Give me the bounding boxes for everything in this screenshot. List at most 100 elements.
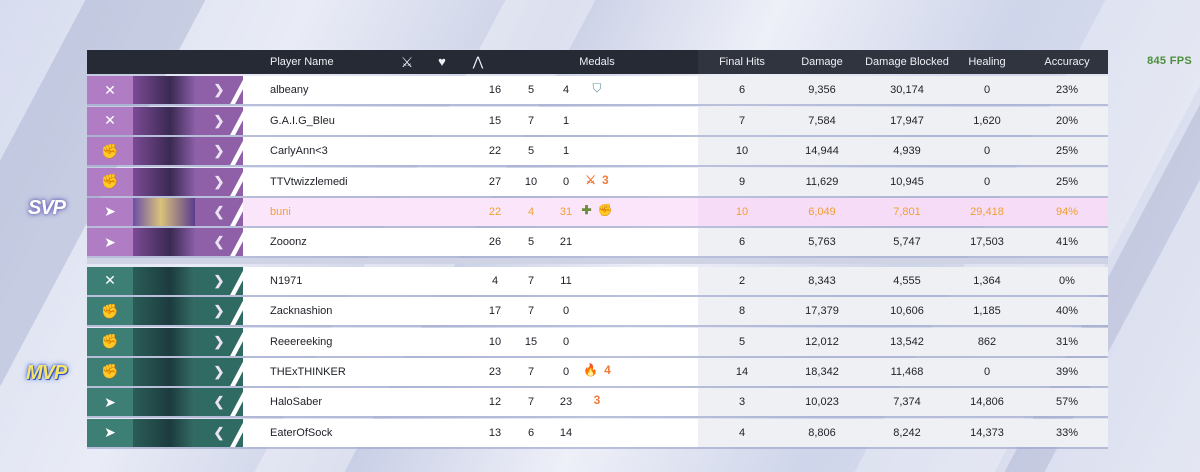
player-name[interactable]: HaloSaber <box>270 396 322 409</box>
damage-blocked: 5,747 <box>893 236 921 249</box>
assists: 21 <box>559 236 573 249</box>
player-name[interactable]: buni <box>270 205 291 218</box>
hero-portrait[interactable]: ➤ ❮ <box>87 197 243 226</box>
player-name[interactable]: Zacknashion <box>270 305 333 318</box>
healing: 0 <box>983 84 991 97</box>
player-row[interactable]: ✕ ❯ N1971 4 7 11 2 8,343 4,555 1,364 0% <box>87 266 1108 297</box>
player-name[interactable]: albeany <box>270 84 309 97</box>
hero-portrait[interactable]: ➤ ❮ <box>87 228 243 257</box>
accuracy: 0% <box>1059 274 1075 287</box>
player-name[interactable]: THExTHINKER <box>270 365 346 378</box>
player-name[interactable]: Reeereeking <box>270 335 333 348</box>
accuracy: 39% <box>1055 365 1079 378</box>
deaths: 15 <box>524 335 538 348</box>
healing: 1,620 <box>973 114 1001 127</box>
damage-blocked: 4,555 <box>893 274 921 287</box>
player-row[interactable]: ➤ ❮ HaloSaber 12 7 23 3 3 10,023 7,374 1… <box>87 388 1108 419</box>
mvp-badge: MVP <box>26 362 67 384</box>
strategist-role-icon: ➤ <box>87 388 133 417</box>
streak-3-medal-icon: 3 <box>593 393 601 408</box>
damage: 9,356 <box>808 84 836 97</box>
hero-image <box>133 137 195 166</box>
player-name[interactable]: CarlyAnn<3 <box>270 145 328 158</box>
final-hits: 10 <box>735 145 749 158</box>
hero-image <box>133 357 195 386</box>
assists: 4 <box>562 84 570 97</box>
medals: ⚔ 3 <box>567 173 627 187</box>
damage-blocked: 4,939 <box>893 145 921 158</box>
kills: 13 <box>488 426 502 439</box>
vanguard-role-icon: ✕ <box>87 76 133 105</box>
accuracy: 40% <box>1055 305 1079 318</box>
final-hits: 14 <box>735 365 749 378</box>
final-hits: 5 <box>738 335 746 348</box>
header-player-name: Player Name <box>270 56 334 68</box>
hero-portrait[interactable]: ✊ ❯ <box>87 297 243 326</box>
vanguard-role-icon: ✕ <box>87 106 133 135</box>
chevron-right-icon[interactable]: ❯ <box>195 327 243 356</box>
crossed-swords-icon: ⚔ <box>400 54 414 70</box>
kills: 22 <box>488 145 502 158</box>
duelist-role-icon: ✊ <box>87 137 133 166</box>
damage: 6,049 <box>808 205 836 218</box>
hero-portrait[interactable]: ✊ ❯ <box>87 167 243 196</box>
chevron-right-icon[interactable]: ❯ <box>195 76 243 105</box>
player-row[interactable]: ➤ ❮ Zooonz 26 5 21 6 5,763 5,747 17,503 … <box>87 228 1108 259</box>
player-name[interactable]: EaterOfSock <box>270 426 333 439</box>
strategist-role-icon: ➤ <box>87 418 133 447</box>
player-row[interactable]: ✕ ❯ albeany 16 5 4 ⛉ 6 9,356 30,174 0 23… <box>87 76 1108 107</box>
hero-portrait[interactable]: ✊ ❯ <box>87 357 243 386</box>
player-name[interactable]: TTVtwizzlemedi <box>270 175 348 188</box>
streak-3-medal-icon: 3 <box>602 172 609 187</box>
player-rows: ✕ ❯ albeany 16 5 4 ⛉ 6 9,356 30,174 0 23… <box>87 76 1108 449</box>
hero-image <box>133 327 195 356</box>
hero-image <box>133 106 195 135</box>
damage-blocked: 10,945 <box>890 175 924 188</box>
player-row[interactable]: ✊ ❯ THExTHINKER 23 7 0 🔥 4 14 18,342 11,4… <box>87 357 1108 388</box>
assists: 0 <box>562 305 570 318</box>
hero-portrait[interactable]: ➤ ❮ <box>87 418 243 447</box>
damage: 12,012 <box>805 335 839 348</box>
player-row[interactable]: ✕ ❯ G.A.I.G_Bleu 15 7 1 7 7,584 17,947 1… <box>87 106 1108 137</box>
deaths: 10 <box>524 175 538 188</box>
hero-portrait[interactable]: ✕ ❯ <box>87 266 243 295</box>
final-hits: 8 <box>738 305 746 318</box>
header-healing: Healing <box>968 56 1006 68</box>
player-name[interactable]: Zooonz <box>270 236 307 249</box>
hero-portrait[interactable]: ➤ ❮ <box>87 388 243 417</box>
player-name[interactable]: N1971 <box>270 274 303 287</box>
team-separator <box>87 258 1108 265</box>
assists: 11 <box>560 274 572 287</box>
duelist-role-icon: ✊ <box>87 297 133 326</box>
hero-portrait[interactable]: ✕ ❯ <box>87 76 243 105</box>
kills: 12 <box>488 396 502 409</box>
deaths: 7 <box>527 365 535 378</box>
healing: 0 <box>983 365 991 378</box>
accuracy: 23% <box>1055 84 1079 97</box>
hero-portrait[interactable]: ✊ ❯ <box>87 327 243 356</box>
final-hits: 6 <box>738 236 746 249</box>
player-name[interactable]: G.A.I.G_Bleu <box>270 114 335 127</box>
deaths: 6 <box>527 426 535 439</box>
hero-image <box>133 266 195 295</box>
kills: 15 <box>488 114 502 127</box>
damage: 18,342 <box>805 365 839 378</box>
player-row[interactable]: ✊ ❯ TTVtwizzlemedi 27 10 0 ⚔ 3 9 11,629 1… <box>87 167 1108 198</box>
header-damage: Damage <box>801 56 843 68</box>
vanguard-role-icon: ✕ <box>87 266 133 295</box>
player-row[interactable]: ➤ ❮ EaterOfSock 13 6 14 4 8,806 8,242 14… <box>87 418 1108 449</box>
player-row[interactable]: ✊ ❯ Zacknashion 17 7 0 8 17,379 10,606 1… <box>87 297 1108 328</box>
player-row[interactable]: ✊ ❯ Reeereeking 10 15 0 5 12,012 13,542 … <box>87 327 1108 358</box>
player-row[interactable]: ✊ ❯ CarlyAnn<3 22 5 1 10 14,944 4,939 0 … <box>87 137 1108 168</box>
final-hits: 3 <box>738 396 746 409</box>
hero-portrait[interactable]: ✊ ❯ <box>87 137 243 166</box>
damage-blocked: 7,801 <box>893 205 921 218</box>
plus-medal-icon: ✚ <box>581 202 592 217</box>
final-hits: 4 <box>738 426 746 439</box>
hero-portrait[interactable]: ✕ ❯ <box>87 106 243 135</box>
deaths: 7 <box>527 114 535 127</box>
healing: 14,373 <box>970 426 1004 439</box>
player-row[interactable]: ➤ ❮ buni 22 4 31 ✚ ✊ 10 6,049 7,801 29,41… <box>87 197 1108 228</box>
header-final-hits: Final Hits <box>719 56 765 68</box>
hero-image <box>133 388 195 417</box>
